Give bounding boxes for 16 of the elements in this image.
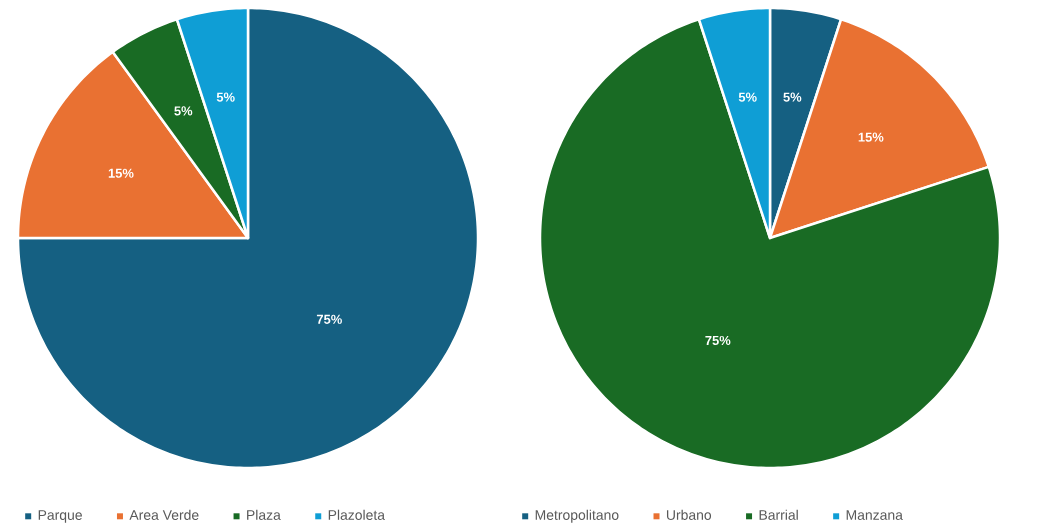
data-label: 15% [858,132,884,142]
legend-label: Parque [38,510,82,523]
data-label: 5% [738,92,757,102]
legend-label: Manzana [846,510,903,520]
legend-label: Urbano [666,509,712,520]
legend-label: Barrial [759,509,798,520]
legend-label: Metropolitano [535,509,619,523]
legend-label: Plazoleta [328,509,386,520]
legend-label: Area Verde [129,509,199,520]
data-label: 15% [108,168,134,178]
data-label: 75% [705,335,731,346]
data-label: 75% [316,314,342,324]
data-label: 5% [783,92,802,102]
data-label: 5% [174,106,193,116]
legend-label: Plaza [247,509,281,520]
data-label: 5% [216,92,235,102]
